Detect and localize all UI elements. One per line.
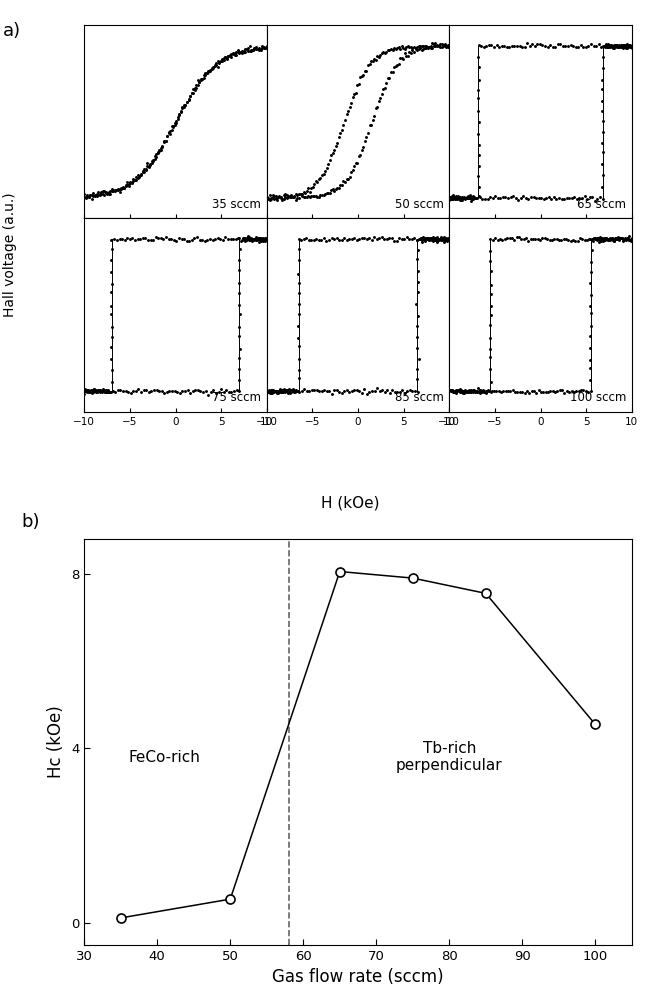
- Text: FeCo-rich: FeCo-rich: [128, 750, 200, 765]
- Text: 85 sccm: 85 sccm: [395, 391, 444, 404]
- Text: Tb-rich
perpendicular: Tb-rich perpendicular: [396, 741, 503, 773]
- Text: 100 sccm: 100 sccm: [570, 391, 627, 404]
- Text: 35 sccm: 35 sccm: [213, 198, 261, 211]
- Text: 65 sccm: 65 sccm: [577, 198, 627, 211]
- Text: Hall voltage (a.u.): Hall voltage (a.u.): [3, 193, 17, 317]
- Text: b): b): [21, 513, 40, 531]
- Text: 50 sccm: 50 sccm: [395, 198, 444, 211]
- Text: 75 sccm: 75 sccm: [213, 391, 261, 404]
- Y-axis label: Hc (kOe): Hc (kOe): [47, 706, 65, 778]
- Text: H (kOe): H (kOe): [321, 495, 379, 510]
- Text: a): a): [3, 22, 21, 40]
- X-axis label: Gas flow rate (sccm): Gas flow rate (sccm): [272, 968, 444, 986]
